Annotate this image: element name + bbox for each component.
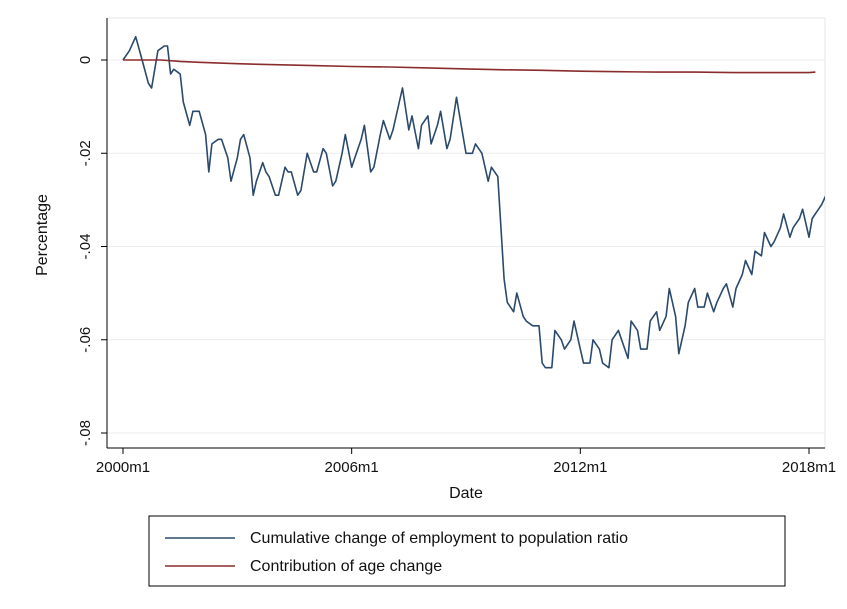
plot-area <box>106 17 826 449</box>
grid-layer <box>106 17 826 449</box>
x-tick-label: 2006m1 <box>325 459 379 476</box>
y-tick-label: -.02 <box>77 140 94 166</box>
y-tick-label: -.08 <box>77 420 94 446</box>
legend-label-employment: Cumulative change of employment to popul… <box>250 530 628 547</box>
legend-label-age: Contribution of age change <box>250 558 442 575</box>
x-tick-label: 2012m1 <box>553 459 607 476</box>
series-layer <box>122 35 825 369</box>
legend: Cumulative change of employment to popul… <box>148 515 786 587</box>
series-employment-ratio-line <box>122 35 825 369</box>
legend-box <box>148 515 786 587</box>
series-age-contribution-line <box>123 59 816 74</box>
x-axis-title: Date <box>449 485 483 502</box>
y-tick-label: -.04 <box>77 234 94 260</box>
x-tick-label: 2000m1 <box>96 459 150 476</box>
x-tick-label: 2018m1 <box>782 459 836 476</box>
y-tick-label: 0 <box>77 56 94 64</box>
y-axis-title: Percentage <box>34 194 51 276</box>
y-tick-label: -.06 <box>77 327 94 353</box>
